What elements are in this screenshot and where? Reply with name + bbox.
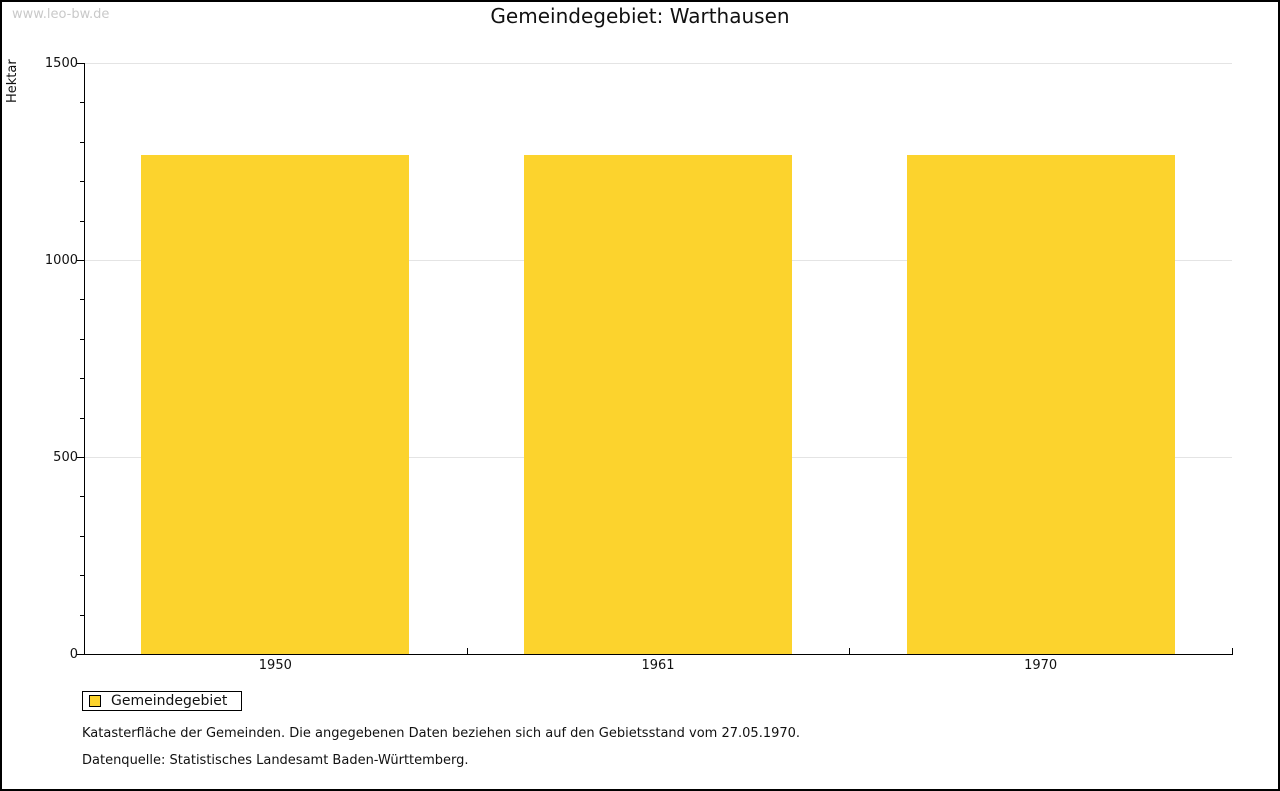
y-axis-minor-tick [80,102,84,104]
legend: Gemeindegebiet [82,691,243,711]
site-watermark: www.leo-bw.de [12,7,110,22]
bar-1961 [524,154,792,654]
y-axis-tick-label: 0 [69,647,78,662]
y-axis-minor-tick [80,417,84,419]
y-axis-minor-tick [80,181,84,183]
y-axis-line [84,63,85,654]
x-axis-label-1961: 1961 [641,658,675,673]
y-axis-minor-tick [80,220,84,222]
x-axis-line [84,654,1233,655]
x-axis-end-cap [1232,648,1233,654]
bar-1950 [141,155,409,654]
y-axis-major-tick [77,457,84,458]
x-axis-boundary-tick [849,648,850,654]
x-axis-boundary-tick [467,648,468,654]
y-axis-minor-tick [80,378,84,380]
y-axis-minor-tick [80,299,84,301]
x-axis-label-1950: 1950 [258,658,292,673]
footnote-source: Datenquelle: Statistisches Landesamt Bad… [82,753,469,768]
y-axis-tick-label: 1500 [44,56,78,71]
y-axis-minor-tick [80,338,84,340]
y-axis-minor-tick [80,535,84,537]
y-axis-tick-label: 1000 [44,253,78,268]
y-axis-minor-tick [80,614,84,616]
footnote-description: Katasterfläche der Gemeinden. Die angege… [82,726,801,741]
y-axis-minor-tick [80,141,84,143]
legend-label: Gemeindegebiet [111,693,228,709]
gridline-1500 [84,63,1232,64]
y-axis-major-tick [77,654,84,655]
chart-title: Gemeindegebiet: Warthausen [490,4,790,28]
y-axis-tick-label: 500 [53,450,78,465]
bar-1970 [907,154,1175,654]
y-axis-minor-tick [80,575,84,577]
y-axis-major-tick [77,260,84,261]
x-axis-label-1970: 1970 [1024,658,1058,673]
legend-color-swatch [89,695,101,707]
y-axis-minor-tick [80,496,84,498]
y-axis-major-tick [77,63,84,64]
